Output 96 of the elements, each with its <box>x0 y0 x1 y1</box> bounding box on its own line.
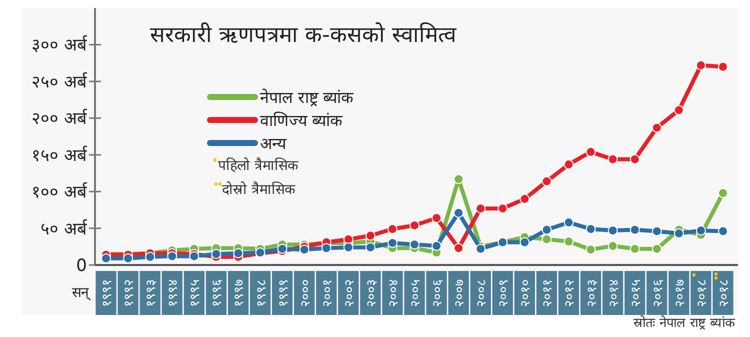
point <box>630 154 640 164</box>
point <box>410 220 420 230</box>
point <box>564 236 574 247</box>
x-tick-label: २००७ <box>452 279 468 307</box>
x-tick-label: १९९३ <box>144 279 160 307</box>
point <box>387 238 398 248</box>
point <box>608 225 618 236</box>
x-tick-label: २००१ <box>320 279 336 307</box>
x-tick-label: २०१८ <box>716 279 732 307</box>
point <box>167 251 178 262</box>
x-axis-title: सन् <box>72 285 91 301</box>
point <box>343 234 354 244</box>
point <box>123 253 134 264</box>
x-tick-label: १९९२ <box>122 279 138 307</box>
y-tick-label: ५० अर्ब <box>40 218 88 240</box>
point <box>454 243 464 254</box>
annotation: दोस्रो त्रैमासिक <box>222 181 296 198</box>
point <box>454 208 464 218</box>
x-tick-label: २००८ <box>474 279 490 307</box>
point <box>696 60 706 70</box>
point <box>365 242 376 252</box>
point <box>387 224 398 234</box>
point <box>718 62 728 72</box>
x-tick-label: २००४ <box>386 279 402 307</box>
point <box>454 174 464 184</box>
x-tick-label: २०१६ <box>650 279 666 307</box>
point <box>586 244 596 255</box>
point <box>145 252 156 262</box>
point <box>652 122 662 133</box>
point <box>652 244 662 254</box>
x-tick-label: १९९४ <box>166 279 182 307</box>
point <box>630 244 640 254</box>
point <box>586 146 596 157</box>
x-tick-label: २०१० <box>518 279 534 307</box>
x-tick-label: २००३ <box>364 279 380 307</box>
x-tick-label: २००० <box>298 279 314 307</box>
point <box>718 226 728 236</box>
point <box>674 105 684 116</box>
point <box>299 244 310 255</box>
point <box>542 234 552 244</box>
y-tick-label: २०० अर्ब <box>32 108 88 130</box>
point <box>674 228 684 238</box>
x-tick-label: २००६ <box>430 279 446 307</box>
point <box>608 154 618 164</box>
point <box>365 230 376 241</box>
point <box>189 251 200 262</box>
point <box>564 217 574 228</box>
point <box>233 248 244 258</box>
y-tick-label: १५० अर्ब <box>32 144 88 166</box>
x-tick-label: २०१३ <box>584 279 600 307</box>
point <box>652 226 662 236</box>
x-tick-label: २०१८ <box>694 279 710 307</box>
x-tick-label: १९९८ <box>254 279 270 307</box>
point <box>718 188 728 198</box>
point <box>321 243 332 254</box>
y-tick-label: १०० अर्ब <box>32 182 88 203</box>
x-tick-label: २०१४ <box>606 279 622 307</box>
legend-label: वाणिज्य ब्यांक <box>260 111 344 130</box>
point <box>696 225 706 236</box>
text: स्रोतः नेपाल राष्ट्र ब्यांक <box>634 315 736 331</box>
point <box>410 239 420 250</box>
point <box>432 213 442 224</box>
point <box>564 159 574 170</box>
x-tick-label: १९९१ <box>100 279 116 307</box>
point <box>520 237 530 248</box>
legend-label: नेपाल राष्ट्र ब्यांक <box>260 88 354 107</box>
legend-label: अन्य <box>260 134 287 153</box>
y-tick-label: ३०० अर्ब <box>32 34 88 56</box>
x-tick-label: १९९९ <box>276 279 292 307</box>
point <box>211 248 222 259</box>
point <box>608 240 618 251</box>
point <box>542 176 552 186</box>
point <box>630 224 640 235</box>
x-tick-label: २०११ <box>540 279 556 307</box>
point <box>277 244 288 254</box>
point <box>520 194 530 204</box>
x-tick-label: २०१२ <box>562 279 578 307</box>
x-tick-label: १९९६ <box>210 279 226 307</box>
y-tick-label: २५० अर्ब <box>32 71 88 92</box>
point <box>498 203 508 214</box>
x-tick-label: १९९५ <box>188 279 204 307</box>
point <box>101 253 112 264</box>
x-tick-label: २००२ <box>342 279 358 307</box>
x-tick-label: २०१७ <box>672 279 688 307</box>
point <box>476 203 486 214</box>
y-tick-label: 0 <box>76 256 87 276</box>
x-tick-label: २००९ <box>496 279 512 307</box>
point <box>542 224 552 235</box>
annotation: पहिलो त्रैमासिक <box>218 157 298 174</box>
point <box>432 240 442 251</box>
x-tick-label: १९९७ <box>232 279 248 307</box>
text: सरकारी ऋणपत्रमा क-कसको स्वामित्व <box>150 22 457 48</box>
point <box>343 242 354 252</box>
point <box>586 224 596 234</box>
x-tick-label: २००५ <box>408 279 424 307</box>
x-tick-label: २०१५ <box>628 279 644 307</box>
